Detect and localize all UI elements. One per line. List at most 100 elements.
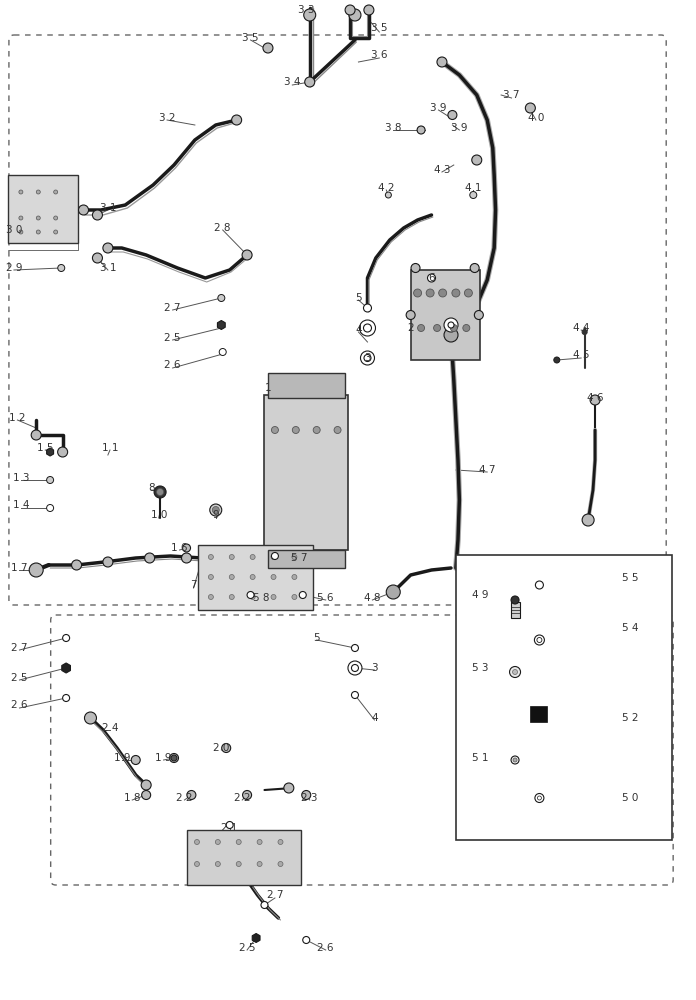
Circle shape xyxy=(36,230,40,234)
Text: 8: 8 xyxy=(148,483,155,493)
Text: 2 6: 2 6 xyxy=(164,360,181,370)
Text: 5 6: 5 6 xyxy=(317,593,334,603)
Circle shape xyxy=(170,754,178,762)
Text: 4 1: 4 1 xyxy=(465,183,482,193)
Circle shape xyxy=(475,310,483,320)
Circle shape xyxy=(427,274,436,282)
Circle shape xyxy=(215,840,221,844)
Bar xyxy=(268,550,345,568)
Circle shape xyxy=(450,324,457,332)
Circle shape xyxy=(444,318,458,332)
Text: 2 5: 2 5 xyxy=(239,943,255,953)
Text: 2 5: 2 5 xyxy=(11,673,28,683)
Text: 5 0: 5 0 xyxy=(622,793,638,803)
Circle shape xyxy=(208,594,214,600)
Text: 2 2: 2 2 xyxy=(176,793,193,803)
Circle shape xyxy=(132,756,140,764)
Circle shape xyxy=(58,447,68,457)
Circle shape xyxy=(334,426,341,434)
Circle shape xyxy=(47,477,54,484)
Text: 2: 2 xyxy=(407,323,414,333)
Circle shape xyxy=(582,514,594,526)
Text: 3 7: 3 7 xyxy=(503,90,520,100)
Circle shape xyxy=(438,289,447,297)
Circle shape xyxy=(386,585,400,599)
Circle shape xyxy=(537,638,542,643)
Text: 4 7: 4 7 xyxy=(479,465,496,475)
Circle shape xyxy=(250,575,255,580)
Circle shape xyxy=(157,488,164,495)
Circle shape xyxy=(54,230,58,234)
Circle shape xyxy=(364,5,374,15)
Circle shape xyxy=(208,554,214,560)
Circle shape xyxy=(582,330,587,334)
Circle shape xyxy=(36,190,40,194)
Text: 3 0: 3 0 xyxy=(6,225,22,235)
Circle shape xyxy=(79,205,88,215)
Circle shape xyxy=(93,210,102,220)
Circle shape xyxy=(345,5,355,15)
Text: 2 3: 2 3 xyxy=(301,793,318,803)
Text: 2 5: 2 5 xyxy=(164,333,181,343)
Text: 7: 7 xyxy=(190,580,197,590)
Circle shape xyxy=(182,553,191,563)
Circle shape xyxy=(525,103,535,113)
Circle shape xyxy=(263,43,273,53)
Text: 5 7: 5 7 xyxy=(291,553,308,563)
Text: 1 7: 1 7 xyxy=(11,563,28,573)
Bar xyxy=(530,706,547,722)
Text: 1: 1 xyxy=(264,383,271,393)
Circle shape xyxy=(437,57,447,67)
Circle shape xyxy=(257,861,262,866)
Text: 1 2: 1 2 xyxy=(9,413,26,423)
Text: 1 9: 1 9 xyxy=(155,753,172,763)
Circle shape xyxy=(509,666,521,678)
Circle shape xyxy=(554,357,560,363)
Text: 4 9: 4 9 xyxy=(472,590,489,600)
Circle shape xyxy=(448,322,454,328)
Circle shape xyxy=(194,840,200,844)
Text: 3 8: 3 8 xyxy=(385,123,402,133)
Text: 4 2: 4 2 xyxy=(378,183,395,193)
Circle shape xyxy=(426,289,434,297)
Circle shape xyxy=(444,328,458,342)
Circle shape xyxy=(470,263,479,272)
Circle shape xyxy=(72,560,81,570)
Circle shape xyxy=(535,581,544,589)
Bar xyxy=(456,555,672,840)
Text: 2 6: 2 6 xyxy=(317,943,334,953)
Text: 3: 3 xyxy=(371,663,378,673)
Text: 4: 4 xyxy=(371,713,378,723)
Text: 4 4: 4 4 xyxy=(573,323,590,333)
Text: 1 8: 1 8 xyxy=(124,793,141,803)
Circle shape xyxy=(54,190,58,194)
Text: 3: 3 xyxy=(364,353,371,363)
Circle shape xyxy=(406,310,415,320)
Text: 3 3: 3 3 xyxy=(298,5,315,15)
Circle shape xyxy=(103,243,113,253)
Circle shape xyxy=(54,216,58,220)
Circle shape xyxy=(413,289,422,297)
Bar xyxy=(8,175,78,243)
Circle shape xyxy=(154,486,166,498)
Text: 2 6: 2 6 xyxy=(11,700,28,710)
Text: 3 1: 3 1 xyxy=(100,263,116,273)
Circle shape xyxy=(19,230,23,234)
Text: 3 9: 3 9 xyxy=(451,123,468,133)
Circle shape xyxy=(417,126,425,134)
Circle shape xyxy=(535,794,544,802)
Circle shape xyxy=(513,758,517,762)
Circle shape xyxy=(209,504,222,516)
Circle shape xyxy=(303,9,316,21)
Circle shape xyxy=(434,324,441,332)
Circle shape xyxy=(472,155,482,165)
Circle shape xyxy=(271,552,278,560)
Bar xyxy=(411,270,480,360)
Circle shape xyxy=(36,216,40,220)
Circle shape xyxy=(303,936,310,944)
Circle shape xyxy=(278,861,283,866)
Circle shape xyxy=(537,796,541,800)
Circle shape xyxy=(464,289,473,297)
Circle shape xyxy=(511,756,519,764)
Text: 4 0: 4 0 xyxy=(528,113,544,123)
